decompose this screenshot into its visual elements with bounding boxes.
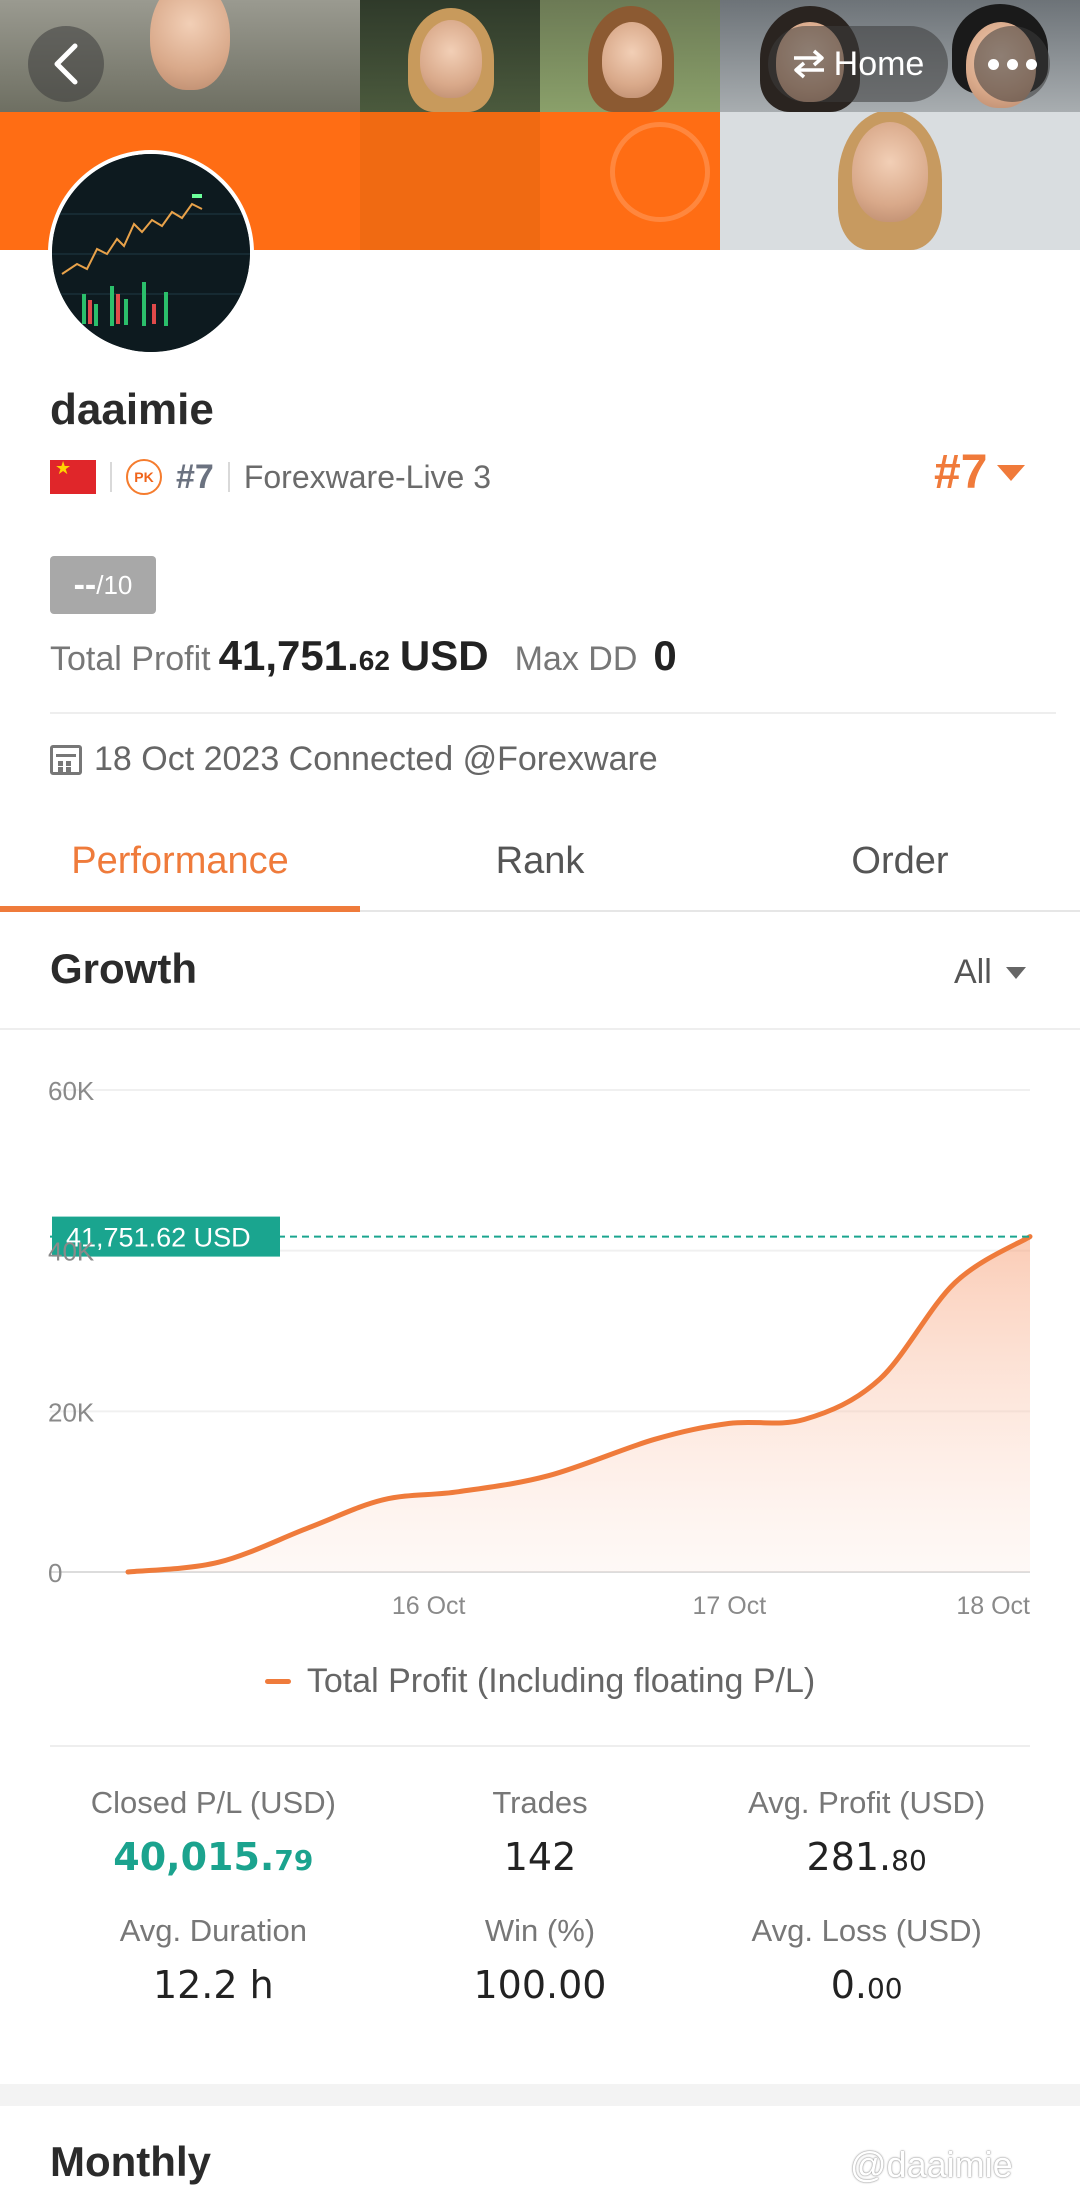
stat-value-int: 0.: [830, 1963, 867, 2007]
monthly-title: Monthly: [50, 2138, 211, 2185]
stat-label: Trades: [492, 1785, 588, 1820]
stat-label: Avg. Duration: [119, 1913, 307, 1948]
stat-value: 0.00: [703, 1963, 1030, 2007]
growth-title: Growth: [50, 945, 197, 992]
stat-value-int: 12.2 h: [152, 1963, 274, 2007]
max-dd-value: 0: [653, 632, 677, 679]
stat-value-int: 281.: [806, 1835, 892, 1879]
stat-value-int: 100.00: [473, 1963, 607, 2007]
stat-value-dec: 00: [866, 1972, 903, 2005]
score-badge: --/10: [50, 556, 156, 614]
pk-rank: #7: [176, 457, 214, 496]
score-max: /10: [96, 569, 133, 600]
calendar-icon: [50, 744, 82, 775]
chart-legend: Total Profit (Including floating P/L): [0, 1662, 1080, 1701]
stat-value: 281.80: [703, 1835, 1030, 1879]
cover-orange-block-3: [540, 112, 720, 250]
username: daaimie: [50, 385, 214, 434]
growth-chart: 41,751.62 USD 0 20K 40K 60K 16 Oct 17 Oct 18 O…: [48, 1076, 1033, 1620]
watermark: @daaimie: [850, 2144, 1013, 2186]
connected-text: 18 Oct 2023 Connected @Forexware: [94, 740, 658, 778]
divider: [50, 712, 1056, 714]
caret-down-icon: [1005, 966, 1026, 979]
total-profit-int: 41,751.: [218, 632, 359, 679]
total-profit-dec: 62: [358, 645, 390, 676]
tab-rank[interactable]: Rank: [495, 840, 585, 882]
series-area: [128, 1236, 1030, 1572]
watermark-text: @daaimie: [850, 2144, 1013, 2185]
legend-swatch: [264, 1679, 291, 1684]
cover-photo-3: [540, 0, 720, 112]
stat-label: Avg. Loss (USD): [751, 1913, 982, 1948]
range-value: All: [954, 953, 992, 991]
divider: [110, 462, 112, 492]
tab-order[interactable]: Order: [851, 840, 949, 882]
cover-orange-block-2: [360, 112, 540, 250]
chevron-left-icon: [54, 43, 78, 85]
stat-value: 12.2 h: [50, 1963, 377, 2007]
x-tick-label: 17 Oct: [693, 1592, 767, 1620]
home-label: Home: [833, 44, 925, 83]
stat-label: Avg. Profit (USD): [748, 1785, 986, 1820]
x-tick-label: 16 Oct: [392, 1592, 466, 1620]
china-flag-icon: [50, 458, 96, 494]
y-tick-label: 0: [48, 1558, 62, 1588]
series-line: [125, 1234, 1033, 1575]
stat-value: 100.00: [377, 1963, 704, 2007]
profit-summary: Total Profit 41,751. 62 USD Max DD 0: [50, 632, 677, 680]
reference-label: 41,751.62 USD: [66, 1223, 251, 1253]
tab-bar: Performance Rank Order: [0, 820, 1080, 912]
connected-info: 18 Oct 2023 Connected @Forexware: [50, 740, 658, 779]
stat-value-dec: 80: [891, 1844, 927, 1877]
avatar-chart-image: [52, 154, 250, 352]
stat-item: Closed P/L (USD) 40,015.79: [50, 1785, 377, 1879]
y-tick-label: 60K: [48, 1076, 95, 1106]
reference-label-bg: [52, 1216, 280, 1257]
divider: [0, 1028, 1080, 1030]
stat-value: 142: [377, 1835, 704, 1879]
score-value: --: [73, 565, 97, 604]
stat-value-dec: 79: [274, 1844, 314, 1877]
server-name: Forexware-Live 3: [243, 458, 492, 495]
caret-down-icon: [997, 464, 1026, 481]
legend-label: Total Profit (Including floating P/L): [306, 1662, 816, 1700]
stat-item: Avg. Loss (USD) 0.00: [703, 1913, 1030, 2007]
more-dots-icon: [987, 58, 1037, 70]
total-profit-label: Total Profit: [50, 640, 211, 678]
avatar[interactable]: [48, 150, 254, 356]
cover-photo-2: [360, 0, 540, 112]
stat-item: Avg. Duration 12.2 h: [50, 1913, 377, 2007]
pk-badge-label: PK: [134, 469, 154, 485]
stat-value-int: 142: [503, 1835, 577, 1879]
y-tick-label: 20K: [48, 1397, 95, 1427]
back-button[interactable]: [28, 26, 104, 102]
divider: [50, 1745, 1030, 1747]
stat-item: Avg. Profit (USD) 281.80: [703, 1785, 1030, 1879]
pk-fire-icon[interactable]: PK: [126, 459, 162, 495]
cover-photo-5: [720, 112, 1080, 250]
stats-grid: Closed P/L (USD) 40,015.79 Trades 142 Avg. P…: [50, 1785, 1030, 2007]
stat-item: Trades 142: [377, 1785, 704, 1879]
stat-label: Win (%): [484, 1913, 596, 1948]
section-separator: [0, 2084, 1080, 2106]
switch-icon: [793, 49, 824, 79]
more-button[interactable]: [974, 26, 1050, 102]
tab-performance[interactable]: Performance: [0, 820, 360, 912]
max-dd-label: Max DD: [514, 640, 638, 678]
rank-dropdown[interactable]: #7: [934, 445, 1026, 500]
y-tick-label: 40K: [48, 1237, 95, 1267]
stat-value-int: 40,015.: [113, 1835, 275, 1879]
rank-value: #7: [934, 446, 988, 499]
home-button[interactable]: Home: [768, 26, 948, 102]
profile-meta-row: PK #7 Forexware-Live 3: [50, 455, 491, 499]
stat-item: Win (%) 100.00: [377, 1913, 704, 2007]
total-profit-currency: USD: [399, 632, 489, 679]
divider: [227, 462, 230, 492]
range-select[interactable]: All: [954, 953, 1026, 992]
x-tick-label: 18 Oct: [956, 1592, 1030, 1620]
stat-value: 40,015.79: [50, 1835, 377, 1879]
stat-label: Closed P/L (USD): [90, 1785, 336, 1820]
